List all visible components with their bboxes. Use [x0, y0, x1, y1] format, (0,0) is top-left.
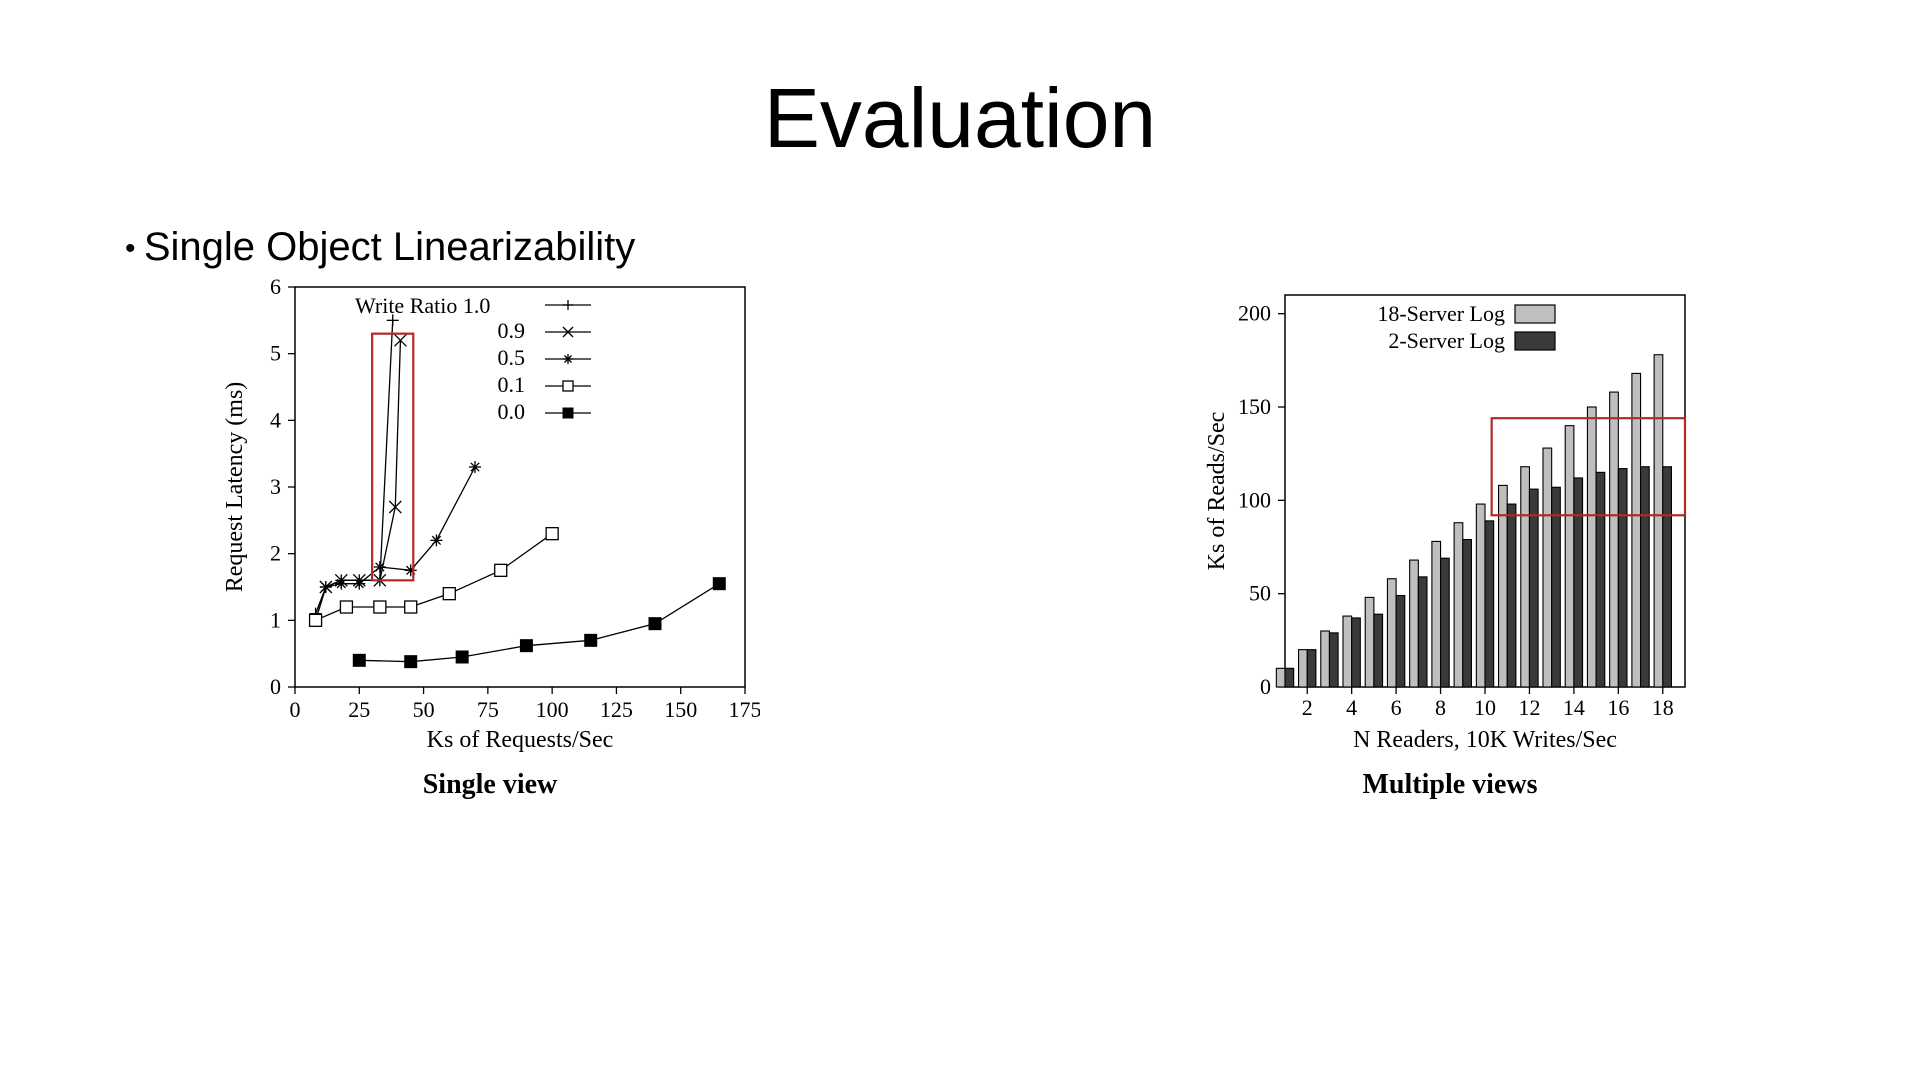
line-chart-subtitle: Single view: [423, 769, 558, 801]
svg-text:150: 150: [1238, 394, 1271, 419]
svg-text:Write Ratio 1.0: Write Ratio 1.0: [355, 293, 490, 318]
svg-text:200: 200: [1238, 301, 1271, 326]
svg-text:100: 100: [536, 697, 569, 722]
svg-text:2: 2: [270, 541, 281, 566]
svg-text:16: 16: [1607, 695, 1629, 720]
svg-text:1: 1: [270, 607, 281, 632]
bar-chart: 0 50 100 150 200 2 4 6 8 10 12 14 16 18 N Readers, 10K…: [1200, 275, 1700, 765]
svg-text:N Readers, 10K Writes/Sec: N Readers, 10K Writes/Sec: [1353, 727, 1617, 753]
svg-text:0: 0: [1260, 674, 1271, 699]
svg-text:14: 14: [1563, 695, 1585, 720]
line-chart: 0 25 50 75 100 125 150 175 0 1 2 3 4 5 6 Ks of Requests…: [220, 275, 760, 765]
svg-text:0.9: 0.9: [498, 318, 526, 343]
charts-row: 02550751001251501750123456Ks of Requests…: [0, 275, 1920, 801]
bullet-item: Single Object Linearizability: [125, 225, 635, 270]
bar-chart-block: 0 50 100 150 200 2 4 6 8 10 12 14 16 18 N Readers, 10K…: [1200, 275, 1700, 801]
svg-text:125: 125: [600, 697, 633, 722]
slide: Evaluation Single Object Linearizability…: [0, 0, 1920, 1080]
svg-text:25: 25: [348, 697, 370, 722]
svg-text:0: 0: [270, 674, 281, 699]
svg-text:2-Server Log: 2-Server Log: [1388, 328, 1505, 353]
svg-text:0: 0: [290, 697, 301, 722]
slide-title: Evaluation: [0, 0, 1920, 167]
line-chart-block: 0 25 50 75 100 125 150 175 0 1 2 3 4 5 6 Ks of Requests…: [220, 275, 760, 801]
svg-text:0.1: 0.1: [498, 372, 526, 397]
svg-text:10: 10: [1474, 695, 1496, 720]
svg-text:6: 6: [1391, 695, 1402, 720]
bar-chart-subtitle: Multiple views: [1363, 769, 1538, 801]
svg-text:6: 6: [270, 275, 281, 299]
svg-text:4: 4: [1346, 695, 1357, 720]
svg-text:12: 12: [1518, 695, 1540, 720]
svg-text:75: 75: [477, 697, 499, 722]
svg-text:0.5: 0.5: [498, 345, 526, 370]
svg-text:Request Latency (ms): Request Latency (ms): [222, 382, 248, 593]
svg-text:Ks of Requests/Sec: Ks of Requests/Sec: [427, 727, 614, 753]
svg-text:2: 2: [1302, 695, 1313, 720]
svg-text:175: 175: [729, 697, 761, 722]
svg-text:5: 5: [270, 341, 281, 366]
svg-text:50: 50: [413, 697, 435, 722]
svg-text:18-Server Log: 18-Server Log: [1377, 301, 1505, 326]
svg-text:150: 150: [664, 697, 697, 722]
svg-text:3: 3: [270, 474, 281, 499]
svg-text:8: 8: [1435, 695, 1446, 720]
svg-text:4: 4: [270, 407, 281, 432]
svg-text:Ks of Reads/Sec: Ks of Reads/Sec: [1204, 412, 1230, 571]
svg-text:18: 18: [1652, 695, 1674, 720]
svg-text:50: 50: [1249, 581, 1271, 606]
svg-text:100: 100: [1238, 487, 1271, 512]
svg-text:0.0: 0.0: [498, 399, 526, 424]
